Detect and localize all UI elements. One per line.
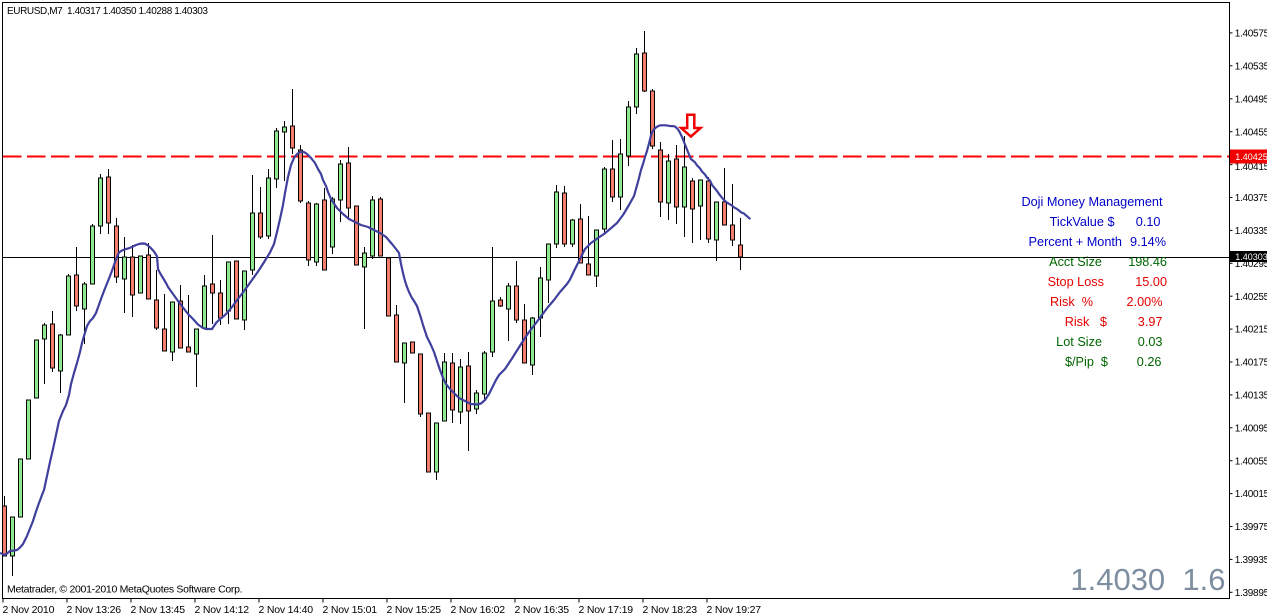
svg-text:1.40095: 1.40095 [1235,423,1267,434]
svg-text:2 Nov 16:02: 2 Nov 16:02 [451,604,506,615]
svg-text:Acct Size: Acct Size [1049,255,1102,269]
svg-text:Risk %: Risk % [1050,295,1093,309]
svg-text:9.14%: 9.14% [1130,235,1166,249]
svg-text:Metatrader, © 2001-2010 MetaQu: Metatrader, © 2001-2010 MetaQuotes Softw… [7,584,242,596]
svg-text:$/Pip $: $/Pip $ [1065,355,1108,369]
svg-text:1.39975: 1.39975 [1235,522,1267,533]
svg-text:2 Nov 18:23: 2 Nov 18:23 [643,604,698,615]
svg-text:2 Nov 16:35: 2 Nov 16:35 [515,604,570,615]
svg-text:1.40175: 1.40175 [1235,358,1267,369]
svg-text:1.40495: 1.40495 [1235,94,1267,105]
svg-text:1.40303: 1.40303 [1235,252,1267,262]
svg-text:1.39935: 1.39935 [1235,555,1267,566]
svg-text:TickValue $: TickValue $ [1050,215,1115,229]
svg-text:2 Nov 13:26: 2 Nov 13:26 [67,604,122,615]
svg-text:1.40055: 1.40055 [1235,456,1267,467]
svg-text:1.40455: 1.40455 [1235,127,1267,138]
svg-text:2 Nov 14:12: 2 Nov 14:12 [195,604,250,615]
svg-text:0.10: 0.10 [1136,215,1161,229]
svg-text:1.40215: 1.40215 [1235,325,1267,336]
svg-text:0.03: 0.03 [1138,335,1163,349]
svg-text:Lot Size: Lot Size [1056,335,1102,349]
svg-text:1.40375: 1.40375 [1235,193,1267,204]
svg-text:198.46: 198.46 [1128,255,1167,269]
svg-text:1.40415: 1.40415 [1235,162,1267,173]
svg-text:1.40335: 1.40335 [1235,226,1267,237]
svg-text:2 Nov 2010: 2 Nov 2010 [3,604,55,615]
svg-text:1.40015: 1.40015 [1235,489,1267,500]
svg-text:3.97: 3.97 [1138,315,1163,329]
svg-text:1.4030 1.6: 1.4030 1.6 [1070,562,1225,597]
svg-text:Doji Money Management: Doji Money Management [1021,195,1163,209]
svg-text:EURUSD,M7 1.40317 1.40350 1.4: EURUSD,M7 1.40317 1.40350 1.40288 1.4030… [7,6,208,17]
svg-text:1.40575: 1.40575 [1235,29,1267,40]
svg-text:Percent + Month: Percent + Month [1029,235,1122,249]
svg-text:1.40255: 1.40255 [1235,292,1267,303]
svg-text:2 Nov 17:19: 2 Nov 17:19 [579,604,634,615]
svg-text:1.39895: 1.39895 [1235,588,1267,599]
svg-text:1.40135: 1.40135 [1235,391,1267,402]
svg-text:Stop Loss: Stop Loss [1048,275,1104,289]
svg-text:2 Nov 13:45: 2 Nov 13:45 [131,604,186,615]
svg-text:Risk $: Risk $ [1065,315,1107,329]
svg-text:2 Nov 15:01: 2 Nov 15:01 [323,604,378,615]
svg-text:2 Nov 19:27: 2 Nov 19:27 [707,604,762,615]
svg-text:1.40295: 1.40295 [1235,259,1267,270]
svg-text:0.26: 0.26 [1137,355,1162,369]
svg-text:1.40535: 1.40535 [1235,61,1267,72]
svg-text:15.00: 15.00 [1135,275,1167,289]
svg-text:2 Nov 15:25: 2 Nov 15:25 [387,604,442,615]
svg-text:2 Nov 14:40: 2 Nov 14:40 [259,604,314,615]
svg-text:1.40425: 1.40425 [1235,152,1267,162]
svg-text:2.00%: 2.00% [1127,295,1163,309]
